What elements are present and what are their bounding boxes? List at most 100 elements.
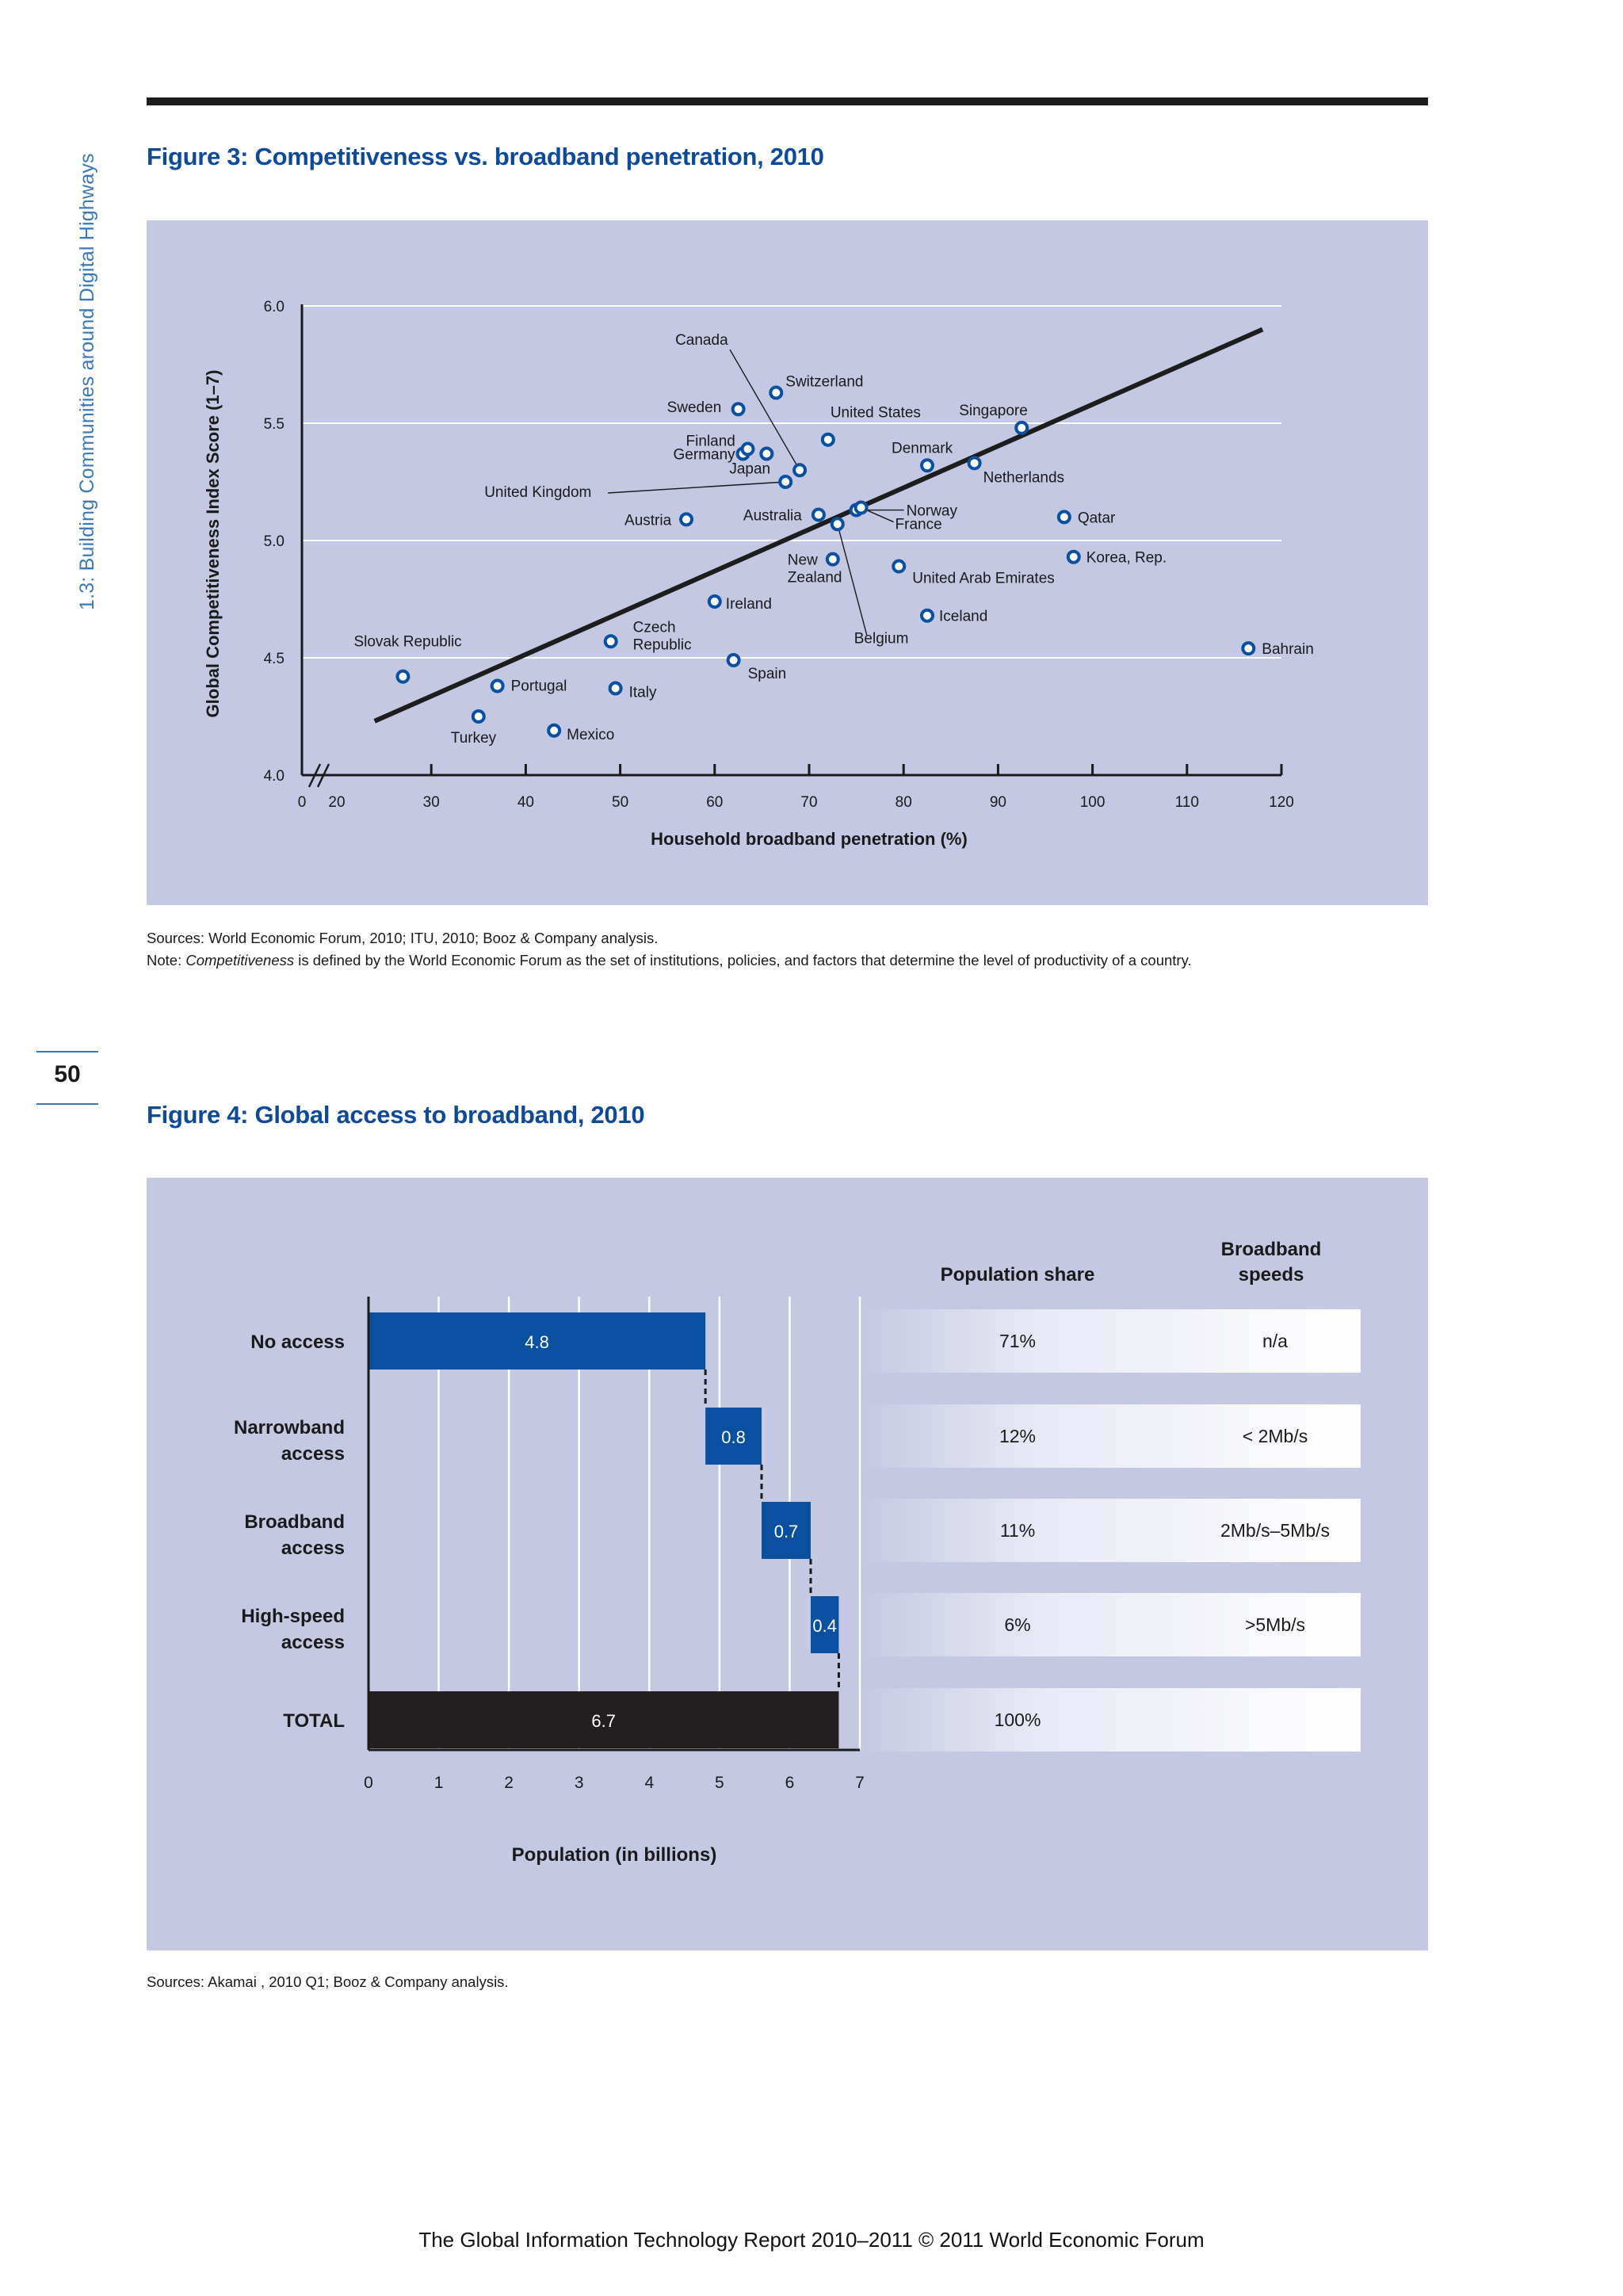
x-tick-label: 30: [423, 794, 440, 811]
table-row-background: [860, 1309, 1361, 1373]
population-share-value: 71%: [999, 1331, 1036, 1351]
x-tick-label: 1: [434, 1774, 444, 1792]
bar-value-label: 0.8: [721, 1427, 746, 1447]
point-label: Japan: [729, 460, 770, 477]
point-label: Switzerland: [785, 374, 863, 391]
data-point: [547, 723, 562, 738]
axis-break-mark: [316, 763, 330, 788]
data-point: [1241, 641, 1256, 656]
point-label: Belgium: [854, 630, 909, 647]
data-point: [679, 512, 694, 527]
figure3-sources: Sources: World Economic Forum, 2010; ITU…: [147, 930, 659, 946]
population-share-value: 11%: [1000, 1520, 1035, 1541]
x-tick-label: 100: [1080, 794, 1106, 811]
data-point: [769, 385, 784, 400]
population-share-value: 12%: [999, 1426, 1036, 1446]
point-label: Slovak Republic: [353, 634, 461, 651]
x-tick-label: 7: [855, 1774, 865, 1792]
y-tick-label: 5.0: [264, 533, 285, 550]
x-tick-label: 80: [896, 794, 912, 811]
bar: [705, 1408, 762, 1465]
figure4-title: Figure 4: Global access to broadband, 20…: [147, 1101, 645, 1129]
point-label: United Kingdom: [484, 484, 591, 501]
bar-value-label: 0.4: [812, 1616, 837, 1636]
data-point: [1014, 420, 1029, 435]
point-label: Zealand: [788, 570, 842, 586]
x-tick-label: 4: [644, 1774, 654, 1792]
figure3-note: Note: Competitiveness is defined by the …: [147, 952, 1192, 969]
figure4-sources: Sources: Akamai , 2010 Q1; Booz & Compan…: [147, 1973, 509, 1990]
data-point: [830, 517, 845, 532]
waterfall-bar-chart: Population share Broadband speeds 71% n/a 12%…: [234, 1239, 1361, 1866]
table-row-background: [860, 1404, 1361, 1468]
data-point: [892, 559, 907, 574]
scatter-chart: 4.0 4.5 5.0 5.5 6.0 0 20 30 40 50 60 70 80 90 100 110 12…: [203, 299, 1314, 849]
category-label: Broadband: [244, 1511, 345, 1533]
bar-value-label: 0.7: [774, 1522, 799, 1541]
data-point: [854, 500, 869, 515]
data-point: [603, 634, 618, 649]
category-label: No access: [250, 1331, 345, 1353]
point-label: United Arab Emirates: [912, 571, 1055, 587]
x-tick-label: 110: [1175, 794, 1199, 811]
leader-line: [729, 349, 800, 471]
data-point: [820, 432, 835, 447]
data-point: [490, 678, 505, 693]
x-tick-label: 40: [517, 794, 534, 811]
page-number-rule-top: [36, 1051, 98, 1052]
x-tick-label: 120: [1269, 794, 1294, 811]
point-label: Australia: [743, 507, 802, 524]
bar-value-label: 4.8: [525, 1332, 549, 1352]
population-share-header: Population share: [941, 1264, 1095, 1286]
broadband-speed-value: >5Mb/s: [1245, 1614, 1305, 1635]
data-point: [726, 652, 741, 667]
point-label: Bahrain: [1262, 641, 1314, 658]
total-bar: [369, 1691, 839, 1748]
x-tick-label: 3: [575, 1774, 584, 1792]
y-axis-title: Global Competitiveness Index Score (1–7): [203, 370, 223, 718]
point-label: Norway: [907, 503, 958, 520]
point-label: Qatar: [1078, 510, 1116, 526]
point-label: Spain: [748, 666, 787, 682]
x-tick-label: 70: [800, 794, 817, 811]
point-label: Republic: [633, 636, 692, 653]
point-label: New: [788, 552, 818, 569]
point-label: Netherlands: [983, 469, 1064, 486]
point-label: Czech: [633, 619, 676, 636]
bar: [369, 1312, 706, 1370]
x-tick-label: 90: [990, 794, 1006, 811]
point-label: Portugal: [511, 678, 567, 695]
category-label: access: [281, 1632, 345, 1653]
figure3-note-term: Competitiveness: [185, 952, 295, 968]
data-point: [471, 709, 486, 724]
point-label: Ireland: [726, 596, 772, 613]
x-tick-label: 2: [504, 1774, 514, 1792]
point-label: Denmark: [892, 440, 953, 457]
category-label: High-speed: [241, 1606, 345, 1627]
x-tick-label: 50: [612, 794, 628, 811]
data-point: [825, 552, 840, 567]
bar: [811, 1596, 839, 1653]
data-point: [920, 608, 934, 623]
figure3-title: Figure 3: Competitiveness vs. broadband …: [147, 143, 824, 170]
point-label: France: [896, 517, 942, 533]
top-rule: [147, 97, 1428, 105]
speeds-header-line2: speeds: [1239, 1264, 1304, 1286]
data-point: [792, 463, 808, 478]
data-point: [707, 594, 722, 609]
x-tick-label: 5: [715, 1774, 724, 1792]
page-footer: The Global Information Technology Report…: [418, 2228, 1205, 2252]
y-tick-label: 5.5: [264, 416, 285, 433]
data-point: [740, 441, 755, 457]
point-label: Mexico: [567, 727, 614, 743]
table-row-background: [860, 1499, 1361, 1562]
population-share-value: 6%: [1004, 1614, 1030, 1635]
point-label: Germany: [674, 447, 736, 464]
point-label: Singapore: [959, 403, 1028, 419]
figure4-panel: Population share Broadband speeds 71% n/a 12%…: [147, 1178, 1428, 1950]
point-label: Sweden: [667, 399, 722, 416]
data-point: [1056, 510, 1071, 525]
y-tick-label: 4.5: [264, 651, 285, 667]
x-axis-title: Population (in billions): [512, 1844, 717, 1866]
figure3-note-text: is defined by the World Economic Forum a…: [294, 952, 1192, 968]
